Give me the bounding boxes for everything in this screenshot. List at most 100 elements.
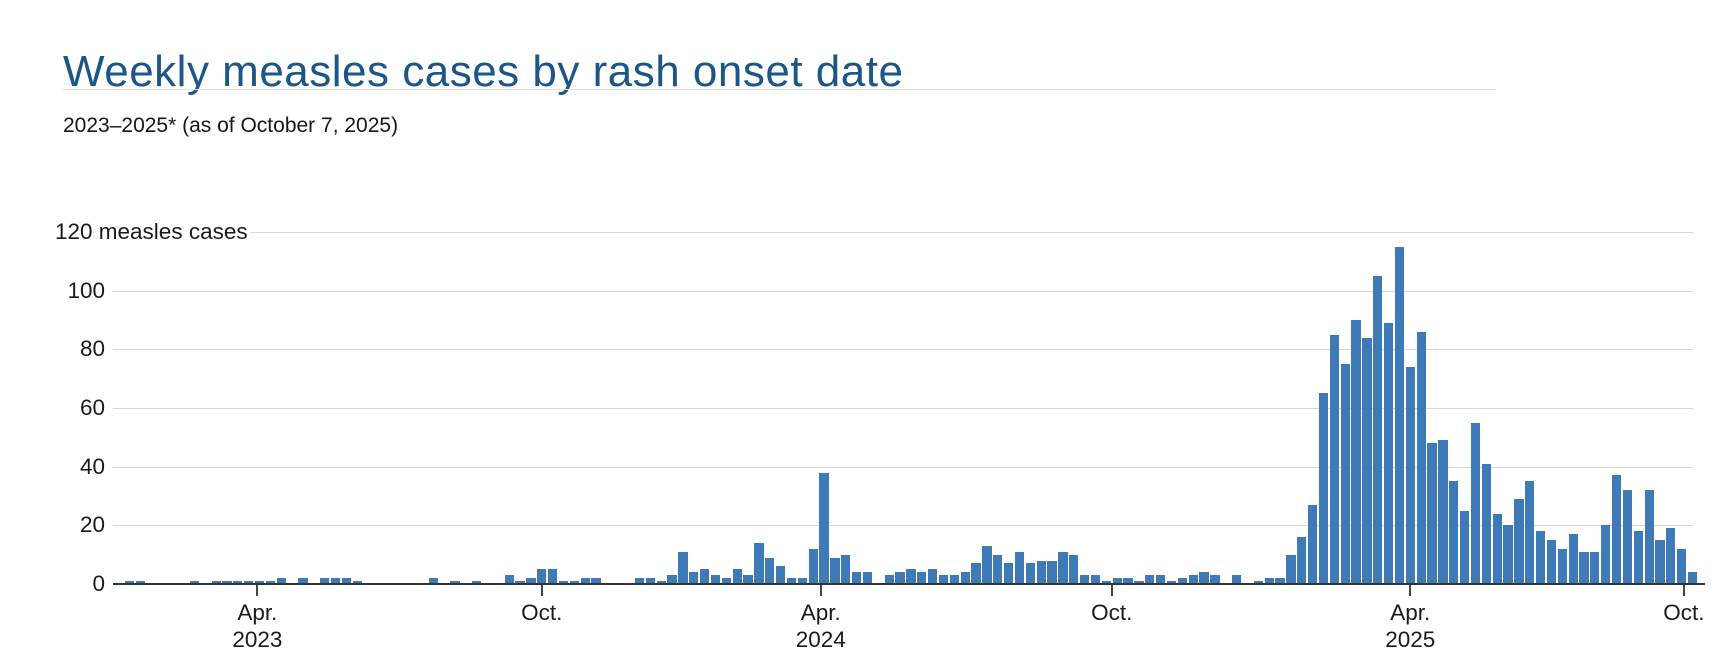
bar-week-1 (124, 581, 134, 584)
bar-week-78 (960, 572, 970, 584)
bar-week-84 (1025, 563, 1035, 584)
bar-week-21 (341, 578, 352, 584)
x-tick-label-apr-2025: Apr. 2025 (1340, 599, 1480, 653)
bar-week-138 (1611, 475, 1622, 584)
x-axis-baseline (113, 583, 1705, 585)
bar-week-83 (1014, 551, 1025, 584)
bar-week-39 (537, 569, 547, 584)
bar-week-61 (776, 566, 786, 584)
bar-week-120 (1416, 331, 1426, 584)
bar-week-98 (1177, 578, 1187, 584)
y-tick-label-20: 20 (79, 512, 105, 538)
bar-week-41 (558, 581, 569, 584)
bar-week-56 (721, 578, 731, 584)
bar-week-106 (1264, 578, 1274, 584)
bar-week-15 (276, 578, 286, 584)
bar-week-121 (1427, 443, 1437, 584)
bar-week-116 (1373, 276, 1383, 584)
bar-week-14 (265, 581, 276, 584)
bar-week-10 (222, 581, 232, 584)
bar-week-95 (1145, 575, 1155, 584)
bar-week-89 (1080, 575, 1090, 584)
y-tick-label-80: 80 (79, 336, 105, 362)
x-tick-label-year: 2023 (232, 627, 283, 652)
bar-week-69 (862, 572, 873, 584)
bar-week-134 (1568, 534, 1578, 584)
bar-week-139 (1622, 490, 1633, 584)
bar-week-22 (352, 581, 362, 584)
bar-week-67 (841, 554, 851, 584)
bar-week-97 (1166, 581, 1177, 584)
bar-week-88 (1069, 554, 1079, 584)
bar-week-108 (1286, 554, 1296, 584)
bar-week-75 (928, 569, 938, 584)
bar-week-59 (754, 542, 764, 584)
bar-week-40 (548, 569, 558, 584)
bar-week-85 (1036, 560, 1046, 584)
bar-week-118 (1394, 246, 1405, 584)
bar-week-62 (786, 578, 797, 584)
bar-week-42 (569, 581, 579, 584)
bar-week-101 (1210, 575, 1220, 584)
bar-week-109 (1297, 537, 1307, 584)
bar-week-2 (135, 581, 145, 584)
bar-week-141 (1644, 490, 1654, 584)
x-tick-mark-1 (540, 585, 543, 596)
bar-week-36 (504, 575, 514, 584)
gridline-60 (113, 408, 1693, 409)
bar-week-122 (1438, 440, 1448, 584)
bar-week-131 (1535, 531, 1546, 584)
x-tick-label-apr-2023: Apr. 2023 (187, 599, 327, 653)
bar-week-110 (1307, 504, 1318, 584)
y-tick-label-60: 60 (79, 395, 105, 420)
x-tick-label-apr-2024: Apr. 2024 (751, 599, 891, 653)
bar-week-57 (732, 569, 742, 584)
bar-week-33 (472, 581, 482, 584)
bar-week-99 (1188, 575, 1198, 584)
x-tick-mark-3 (1110, 585, 1113, 596)
bar-week-31 (450, 581, 460, 584)
bar-week-135 (1579, 551, 1589, 584)
bar-week-123 (1449, 481, 1459, 584)
bar-week-60 (765, 557, 775, 584)
bar-week-143 (1666, 528, 1676, 584)
bar-week-90 (1090, 575, 1101, 584)
x-tick-label-oct: Oct. (521, 600, 563, 625)
bar-week-145 (1687, 572, 1698, 584)
gridline-120 (250, 232, 1693, 233)
bar-week-43 (580, 578, 590, 584)
bar-week-76 (938, 575, 949, 584)
bar-week-82 (1004, 563, 1014, 584)
bar-week-77 (949, 575, 959, 584)
bar-week-112 (1329, 334, 1339, 584)
bar-week-113 (1340, 364, 1350, 584)
bar-week-80 (982, 545, 992, 584)
bar-week-94 (1134, 581, 1144, 584)
x-tick-mark-5 (1682, 585, 1685, 596)
bar-week-63 (797, 578, 807, 584)
bar-week-136 (1590, 551, 1600, 584)
bar-week-100 (1199, 572, 1209, 584)
bar-week-65 (819, 472, 829, 584)
bar-week-119 (1405, 366, 1415, 584)
bar-week-124 (1459, 510, 1470, 584)
bar-week-38 (526, 578, 536, 584)
bar-week-66 (830, 557, 840, 584)
bar-week-126 (1481, 463, 1491, 584)
x-tick-label-oct: Oct. (1663, 600, 1705, 625)
bar-week-20 (330, 578, 341, 584)
bar-week-17 (298, 578, 308, 584)
bar-week-79 (971, 563, 981, 584)
bar-week-54 (700, 569, 710, 584)
gridline-40 (113, 466, 1693, 468)
bar-week-92 (1112, 578, 1122, 584)
x-tick-label-year: 2025 (1385, 627, 1436, 652)
bar-week-11 (233, 581, 243, 584)
y-tick-label-100: 100 (67, 277, 105, 303)
bar-week-142 (1655, 540, 1665, 584)
title-underline-rule (63, 89, 1496, 90)
bar-week-9 (211, 581, 221, 584)
gridline-80 (113, 349, 1693, 351)
bar-week-117 (1383, 322, 1394, 584)
